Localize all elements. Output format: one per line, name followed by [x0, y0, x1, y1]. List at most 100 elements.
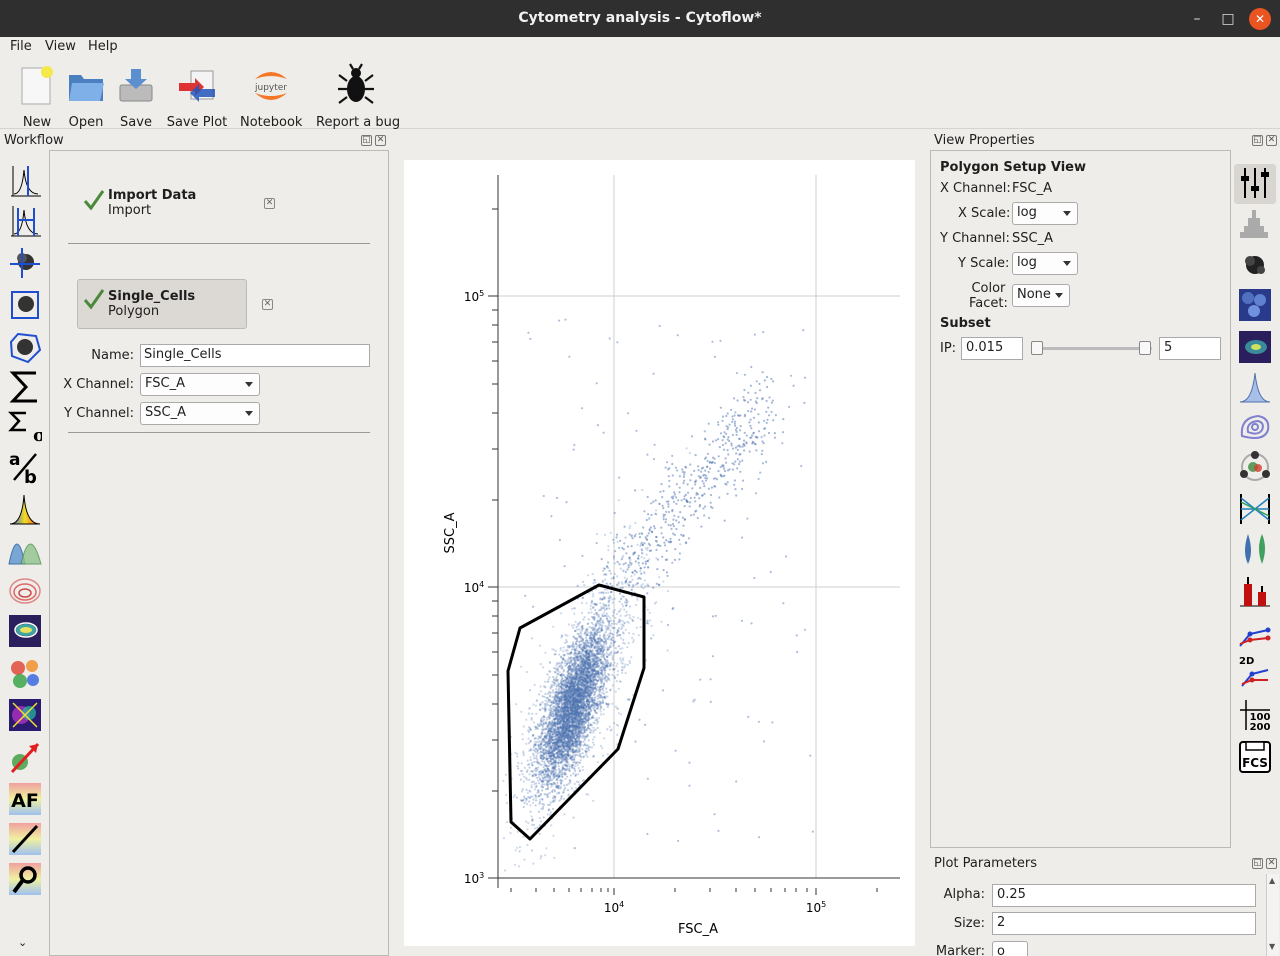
check-icon: [83, 190, 105, 211]
save-plot-button[interactable]: Save Plot: [166, 63, 228, 130]
new-button[interactable]: New: [18, 63, 56, 130]
gaussian-op-icon[interactable]: [8, 532, 42, 566]
bleedthrough-op-icon[interactable]: [8, 822, 42, 856]
view-properties-title: View Properties: [934, 133, 1035, 148]
ip-slider-max-handle[interactable]: [1139, 341, 1151, 355]
close-dock-icon[interactable]: ✕: [1266, 858, 1277, 869]
open-button[interactable]: Open: [66, 63, 106, 130]
title-bar: Cytometry analysis - Cytoflow* – □ ✕: [0, 0, 1280, 37]
open-folder-icon: [69, 75, 104, 101]
save-disk-icon: [119, 69, 153, 102]
color-facet-select[interactable]: None: [1012, 284, 1070, 307]
chevron-down-icon: [245, 411, 253, 416]
kmeans-op-icon[interactable]: [8, 656, 42, 690]
ratio-op-icon[interactable]: ab: [8, 450, 42, 484]
axes: [488, 175, 900, 888]
threshold-op-icon[interactable]: [8, 164, 42, 198]
new-file-icon: [21, 66, 53, 105]
export-fcs-view-icon[interactable]: FCS: [1238, 740, 1272, 774]
channel-stat-op-icon[interactable]: [8, 492, 42, 526]
range2d-op-icon[interactable]: [8, 288, 42, 322]
density-view-icon[interactable]: [1238, 330, 1272, 364]
maximize-button[interactable]: □: [1221, 11, 1235, 27]
scroll-up-icon[interactable]: ▲: [1269, 876, 1276, 885]
scatterplot-view-icon[interactable]: [1238, 248, 1272, 282]
bar-chart-view-icon[interactable]: [1238, 574, 1272, 608]
chevron-down-icon: [245, 382, 253, 387]
hexbin-view-icon[interactable]: [1238, 288, 1272, 322]
bead-calibration-op-icon[interactable]: [8, 862, 42, 896]
parallel-coords-view-icon[interactable]: [1238, 492, 1272, 526]
stats1d-view-icon[interactable]: [1238, 614, 1272, 648]
y-channel-select[interactable]: SSC_A: [140, 402, 260, 425]
more-ops-chevron-icon[interactable]: ⌄: [18, 936, 28, 949]
polygon-gate[interactable]: [506, 583, 646, 841]
stats2d-view-icon[interactable]: 2D: [1238, 654, 1272, 688]
radviz-view-icon[interactable]: [1238, 450, 1272, 484]
gridlines: [498, 175, 900, 879]
close-dock-icon[interactable]: ✕: [1266, 135, 1277, 146]
scatter-points: [502, 318, 814, 872]
view-setup-icon[interactable]: [1238, 166, 1272, 200]
pca-op-icon[interactable]: [8, 740, 42, 774]
workflow-item-import[interactable]: Import Data Import: [108, 188, 197, 218]
jupyter-logo-text: jupyter: [254, 83, 287, 93]
x-channel-select[interactable]: FSC_A: [140, 373, 260, 396]
y-axis-label: SSC_A: [443, 512, 458, 553]
menu-file[interactable]: File: [10, 39, 32, 54]
name-input[interactable]: Single_Cells: [140, 344, 370, 367]
y-scale-select[interactable]: log: [1012, 252, 1078, 275]
plot-parameters-dock-buttons: ◱ ✕: [1249, 857, 1277, 869]
stats-op-icon[interactable]: σ: [8, 410, 42, 444]
views-toolbar: 2D 100 200 FCS: [1234, 150, 1278, 780]
notebook-button[interactable]: jupyter Notebook: [240, 63, 302, 130]
kde1d-view-icon[interactable]: [1238, 370, 1272, 404]
close-button[interactable]: ✕: [1249, 8, 1271, 30]
view-properties-dock-buttons: ◱ ✕: [1249, 134, 1277, 146]
autofluorescence-op-icon[interactable]: AF: [8, 782, 42, 816]
marker-select[interactable]: o: [992, 941, 1028, 956]
float-icon[interactable]: ◱: [361, 135, 372, 146]
delete-polygon-icon[interactable]: ✕: [262, 299, 273, 310]
toolbar: New Open Save Save Plot jupyter Notebook: [0, 57, 1280, 130]
report-bug-button[interactable]: Report a bug: [316, 63, 400, 130]
sum-op-icon[interactable]: [8, 370, 42, 404]
plot-area[interactable]: 104 105 103 104 105 FSC_A SSC_A: [404, 160, 915, 946]
alpha-input[interactable]: 0.25: [992, 884, 1256, 907]
scatter-plot[interactable]: 104 105 103 104 105 FSC_A SSC_A: [404, 160, 915, 946]
quad-op-icon[interactable]: [8, 246, 42, 280]
delete-import-icon[interactable]: ✕: [264, 198, 275, 209]
minimize-button[interactable]: –: [1193, 11, 1201, 27]
ip-slider-min-handle[interactable]: [1031, 341, 1043, 355]
svg-text:AF: AF: [11, 790, 39, 812]
menu-help[interactable]: Help: [88, 39, 118, 54]
kde2d-view-icon[interactable]: [1238, 410, 1272, 444]
kde-op-icon[interactable]: [8, 574, 42, 608]
density-op-icon[interactable]: [8, 614, 42, 648]
close-dock-icon[interactable]: ✕: [375, 135, 386, 146]
scroll-down-icon[interactable]: ▼: [1269, 942, 1276, 951]
ip-range-slider[interactable]: [1034, 347, 1152, 350]
polygon-op-icon[interactable]: [8, 330, 42, 364]
save-button[interactable]: Save: [116, 63, 156, 130]
x-scale-select[interactable]: log: [1012, 202, 1078, 225]
flowpeaks-op-icon[interactable]: [8, 698, 42, 732]
x-axis-label: FSC_A: [678, 922, 718, 937]
histogram-view-icon[interactable]: [1238, 206, 1272, 240]
ip-min-input[interactable]: 0.015: [961, 337, 1023, 360]
x-channel-value: FSC_A: [1012, 181, 1052, 196]
menu-view[interactable]: View: [45, 39, 76, 54]
workflow-item-single-cells[interactable]: Single_Cells Polygon: [77, 279, 247, 329]
float-icon[interactable]: ◱: [1252, 135, 1263, 146]
chevron-down-icon: [1055, 293, 1063, 298]
violin-view-icon[interactable]: [1238, 532, 1272, 566]
ip-max-input[interactable]: 5: [1159, 337, 1221, 360]
plot-parameters-scrollbar[interactable]: ▲ ▼: [1266, 874, 1279, 956]
float-icon[interactable]: ◱: [1252, 858, 1263, 869]
chevron-down-icon: [1063, 211, 1071, 216]
size-input[interactable]: 2: [992, 912, 1256, 935]
range-op-icon[interactable]: [8, 204, 42, 238]
workflow-dock-buttons: ◱ ✕: [358, 134, 386, 146]
